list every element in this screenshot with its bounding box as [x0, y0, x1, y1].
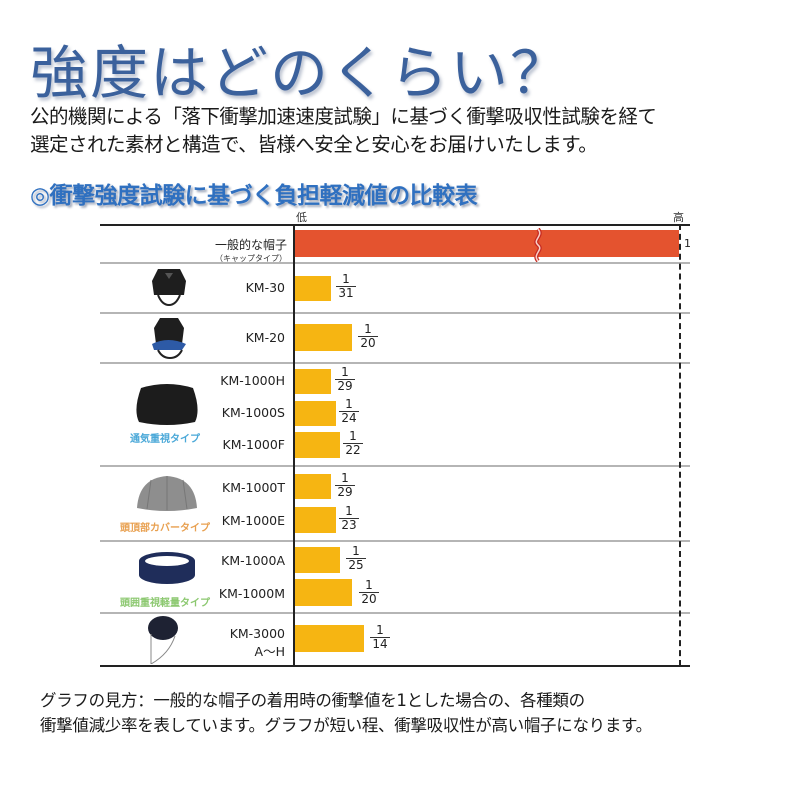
footer-line-2: 衝撃値減少率を表しています。グラフが短い程、衝撃吸収性が高い帽子になります。: [40, 716, 652, 735]
model-label: KM-1000A: [221, 553, 285, 568]
fraction-label: 1 29: [335, 472, 355, 499]
value-bar: [295, 369, 331, 394]
axis-high-label: 高: [673, 211, 684, 224]
row-separator: [100, 465, 690, 467]
fraction-label: 1 24: [339, 398, 359, 425]
intro-line-2: 選定された素材と構造で、皆様へ安全と安心をお届けいたします。: [30, 133, 598, 156]
fraction-label: 1 25: [346, 545, 366, 572]
headband-ring-icon: [139, 552, 195, 584]
helmet-km30-icon: [152, 269, 186, 307]
baseline-bar: [295, 230, 679, 257]
fraction-label: 1 14: [370, 624, 390, 651]
row-separator: [100, 362, 690, 364]
chart-bottom-line: [100, 665, 690, 667]
baseline-subname: （キャップタイプ）: [215, 254, 287, 263]
value-bar: [295, 507, 336, 533]
row-separator: [100, 262, 690, 264]
model-label: KM-1000S: [221, 405, 285, 420]
group-label-breathable: 通気重視タイプ: [130, 434, 200, 445]
model-label: KM-1000H: [220, 373, 285, 388]
dome-cover-cap-icon: [137, 476, 197, 511]
value-bar: [295, 276, 331, 301]
beanie-cap-icon: [148, 616, 178, 664]
value-bar: [295, 625, 364, 652]
baseline-value: 1: [684, 237, 691, 250]
model-label: KM-1000M: [218, 586, 285, 601]
axis-break-icon: [534, 228, 542, 262]
fraction-label: 1 31: [336, 273, 356, 300]
row-separator: [100, 612, 690, 614]
baseline-name: 一般的な帽子: [214, 238, 287, 252]
breathable-cap-icon: [136, 384, 198, 425]
model-label: KM-1000F: [222, 437, 286, 452]
chart-heading: ◎衝撃強度試験に基づく負担軽減値の比較表: [30, 183, 478, 209]
baseline-dashed-line: [679, 224, 681, 666]
fraction-label: 1 29: [335, 366, 355, 393]
page-title: 強度はどのくらい？: [30, 39, 571, 107]
model-label: KM-1000T: [222, 480, 285, 495]
value-bar: [295, 324, 352, 351]
model-label-variant: A〜H: [254, 644, 285, 659]
row-separator: [100, 540, 690, 542]
value-bar: [295, 401, 336, 426]
chart-top-line: [100, 224, 690, 226]
intro-text: 公的機関による「落下衝撃加速速度試験」に基づく衝撃吸収性試験を経て 選定された素…: [30, 103, 657, 159]
model-label: KM-3000: [229, 626, 285, 641]
fraction-label: 1 22: [343, 430, 363, 457]
row-separator: [100, 312, 690, 314]
value-bar: [295, 547, 340, 573]
helmet-km20-icon: [152, 318, 186, 360]
footer-line-1: グラフの見方：一般的な帽子の着用時の衝撃値を1とした場合の、各種類の: [40, 691, 585, 710]
group-label-cover: 頭頂部カバータイプ: [120, 523, 210, 534]
value-bar: [295, 579, 352, 606]
value-bar: [295, 432, 340, 458]
fraction-label: 1 23: [339, 505, 359, 532]
model-label: KM-30: [245, 280, 285, 295]
model-label: KM-20: [245, 330, 285, 345]
axis-low-label: 低: [296, 211, 307, 224]
group-label-light: 頭囲重視軽量タイプ: [120, 598, 210, 609]
chart-zero-axis: [293, 224, 295, 666]
chart-explanation: グラフの見方：一般的な帽子の着用時の衝撃値を1とした場合の、各種類の 衝撃値減少…: [40, 688, 652, 738]
model-label: KM-1000E: [221, 513, 285, 528]
intro-line-1: 公的機関による「落下衝撃加速速度試験」に基づく衝撃吸収性試験を経て: [30, 105, 657, 128]
value-bar: [295, 474, 331, 499]
fraction-label: 1 20: [359, 579, 379, 606]
fraction-label: 1 20: [358, 323, 378, 350]
